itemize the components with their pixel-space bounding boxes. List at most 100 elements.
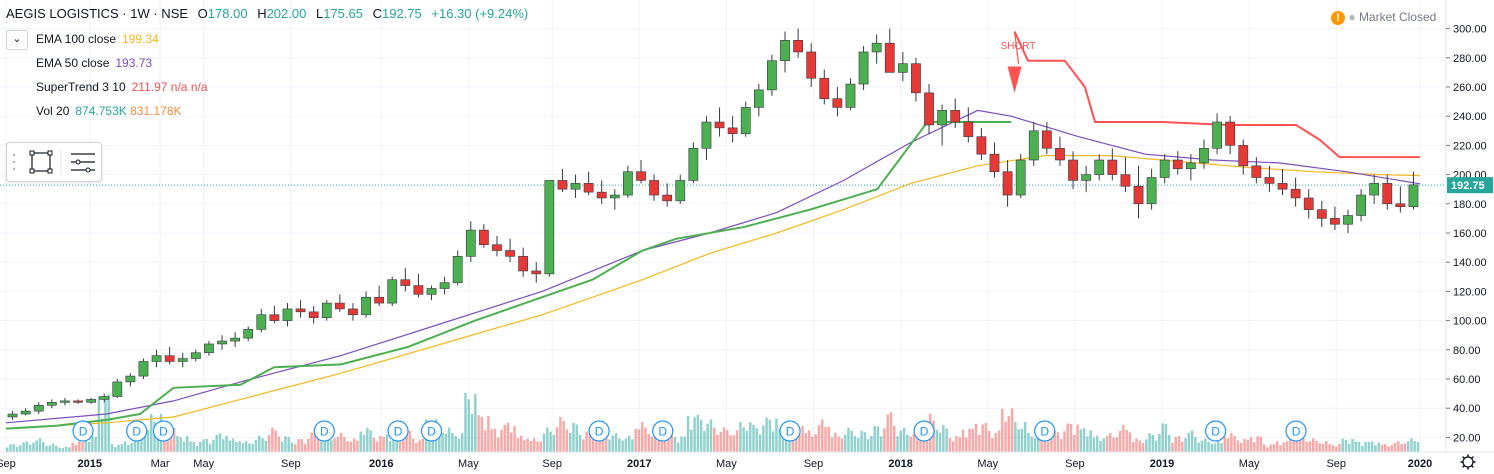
volume-bar — [323, 438, 326, 452]
volume-bar — [336, 436, 340, 452]
settings-gear-icon[interactable] — [1460, 454, 1476, 470]
volume-bar — [1037, 433, 1040, 452]
candle — [400, 268, 411, 292]
volume-bar — [562, 420, 565, 452]
volume-bar — [1292, 440, 1295, 452]
volume-bar — [1243, 438, 1246, 452]
volume-bar — [231, 438, 235, 452]
low-value: 175.65 — [323, 6, 363, 21]
candle-body — [1356, 194, 1366, 216]
legend-ema100[interactable]: EMA 100 close 199.34 — [36, 32, 159, 46]
legend-volume[interactable]: Vol 20 874.753K 831.178K — [36, 104, 182, 118]
y-tick-label: 160.00 — [1453, 228, 1487, 240]
volume-bar — [366, 427, 369, 452]
legend-ema50[interactable]: EMA 50 close 193.73 — [36, 56, 152, 70]
volume-bar — [12, 444, 16, 452]
volume-bar — [107, 394, 110, 452]
candle-body — [321, 302, 332, 318]
candle-body — [387, 279, 398, 304]
volume-bar — [1105, 436, 1109, 452]
market-status[interactable]: ! ● Market Closed — [1331, 10, 1436, 25]
x-tick-label: Sep — [1065, 458, 1085, 470]
volume-bar — [860, 430, 863, 452]
volume-bar — [500, 429, 503, 452]
volume-bar — [1289, 435, 1292, 452]
volume-bar — [1226, 438, 1230, 452]
volume-bar — [1063, 431, 1066, 452]
volume-bar — [650, 436, 654, 452]
y-tick-label: 60.00 — [1453, 374, 1481, 386]
candle-body — [20, 410, 31, 415]
candle — [204, 341, 214, 356]
candle-body — [1094, 159, 1105, 175]
candle-body — [112, 381, 123, 397]
volume-bar — [1086, 436, 1089, 452]
collapse-legend-button[interactable]: ⌄ — [6, 30, 28, 50]
volume-bar — [1217, 441, 1220, 452]
dividend-marker[interactable]: D — [779, 420, 801, 442]
volume-bar — [1076, 424, 1079, 452]
volume-bar — [912, 434, 916, 452]
settings-lines-icon[interactable] — [71, 153, 95, 173]
volume-bar — [1118, 430, 1122, 452]
candle-body — [413, 285, 424, 295]
candle — [609, 189, 620, 210]
volume-bar — [1197, 442, 1200, 452]
volume-bar — [179, 437, 182, 452]
dividend-marker[interactable]: D — [313, 420, 335, 442]
dividend-marker[interactable]: D — [152, 420, 175, 442]
volume-bar — [611, 435, 615, 452]
volume-bar — [984, 422, 988, 452]
candle-body — [1225, 121, 1236, 146]
candle-body — [793, 39, 803, 53]
volume-bar — [290, 442, 294, 452]
volume-bar — [284, 436, 287, 452]
dividend-marker[interactable]: D — [387, 420, 409, 442]
candle — [505, 238, 515, 263]
volume-bar — [696, 414, 700, 452]
dividend-marker[interactable]: D — [72, 420, 94, 442]
volume-bar — [726, 430, 729, 452]
volume-bar — [1210, 443, 1213, 452]
volume-bar — [532, 438, 536, 452]
dividend-circle — [588, 420, 610, 442]
volume-bar — [1230, 433, 1233, 452]
rectangle-tool-icon[interactable] — [29, 150, 53, 174]
legend-supertrend[interactable]: SuperTrend 3 10 211.97 n/a n/a — [36, 80, 208, 94]
volume-bar — [1413, 441, 1416, 452]
dividend-marker[interactable]: D — [420, 420, 443, 442]
volume-bar — [1040, 435, 1043, 452]
volume-bar — [1269, 444, 1272, 452]
symbol-title[interactable]: AEGIS LOGISTICS · 1W · NSE — [6, 6, 189, 21]
candle — [531, 262, 542, 283]
volume-bar — [663, 436, 667, 452]
volume-bar — [258, 435, 261, 452]
volume-bar — [385, 434, 389, 452]
volume-bar — [490, 428, 493, 452]
x-tick-label: 2020 — [1408, 458, 1432, 470]
volume-bar — [58, 447, 61, 452]
volume-bar — [1364, 441, 1367, 452]
dividend-marker[interactable]: D — [652, 420, 674, 442]
drag-handle-icon[interactable] — [12, 153, 16, 171]
volume-bar — [248, 443, 251, 452]
volume-bar — [402, 438, 405, 452]
candle-body — [1002, 171, 1013, 196]
volume-bar — [84, 437, 88, 452]
volume-bar — [637, 429, 641, 452]
candle-body — [963, 121, 974, 137]
volume-bar — [1311, 438, 1315, 452]
y-tick-label: 140.00 — [1453, 257, 1487, 269]
dividend-marker[interactable]: D — [126, 420, 148, 442]
dividend-marker[interactable]: D — [1285, 420, 1307, 442]
dividend-marker[interactable]: D — [1034, 420, 1056, 442]
dividend-marker[interactable]: D — [913, 420, 935, 442]
volume-bar — [699, 420, 703, 452]
y-tick-label: 280.00 — [1453, 53, 1487, 65]
volume-bar — [873, 426, 876, 452]
dividend-marker[interactable]: D — [588, 420, 610, 442]
volume-bar — [349, 441, 353, 452]
dividend-marker[interactable]: D — [1205, 420, 1227, 442]
